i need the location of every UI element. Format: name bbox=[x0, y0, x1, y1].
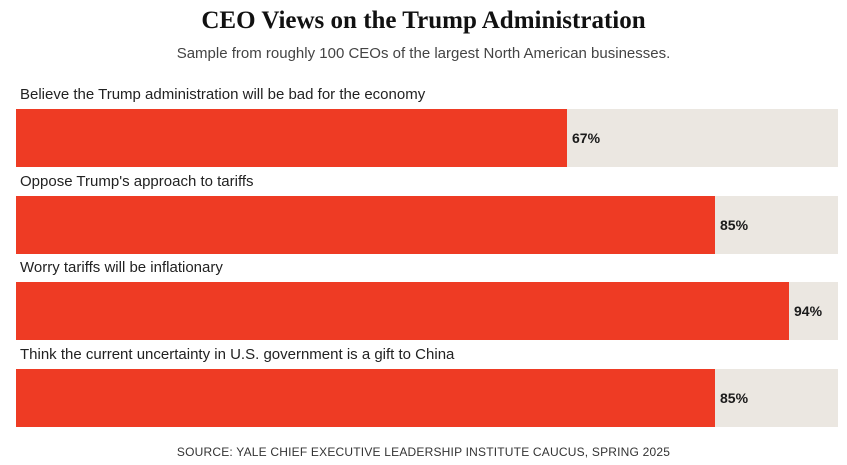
category-label: Oppose Trump's approach to tariffs bbox=[20, 173, 254, 190]
bar-track: 67% bbox=[16, 109, 838, 167]
chart-title: CEO Views on the Trump Administration bbox=[201, 7, 646, 34]
bar bbox=[16, 109, 567, 167]
bar bbox=[16, 196, 715, 254]
category-label: Believe the Trump administration will be… bbox=[20, 86, 426, 103]
bar bbox=[16, 369, 715, 427]
chart-subtitle: Sample from roughly 100 CEOs of the larg… bbox=[176, 45, 671, 62]
value-label: 85% bbox=[720, 217, 749, 233]
value-label: 94% bbox=[794, 303, 823, 319]
source-note: SOURCE: YALE CHIEF EXECUTIVE LEADERSHIP … bbox=[176, 445, 671, 459]
bar-track: 94% bbox=[16, 282, 838, 340]
bar bbox=[16, 282, 789, 340]
category-label: Think the current uncertainty in U.S. go… bbox=[20, 346, 455, 363]
bar-track: 85% bbox=[16, 369, 838, 427]
category-label: Worry tariffs will be inflationary bbox=[20, 259, 223, 276]
value-label: 67% bbox=[572, 130, 601, 146]
bar-track: 85% bbox=[16, 196, 838, 254]
value-label: 85% bbox=[720, 390, 749, 406]
